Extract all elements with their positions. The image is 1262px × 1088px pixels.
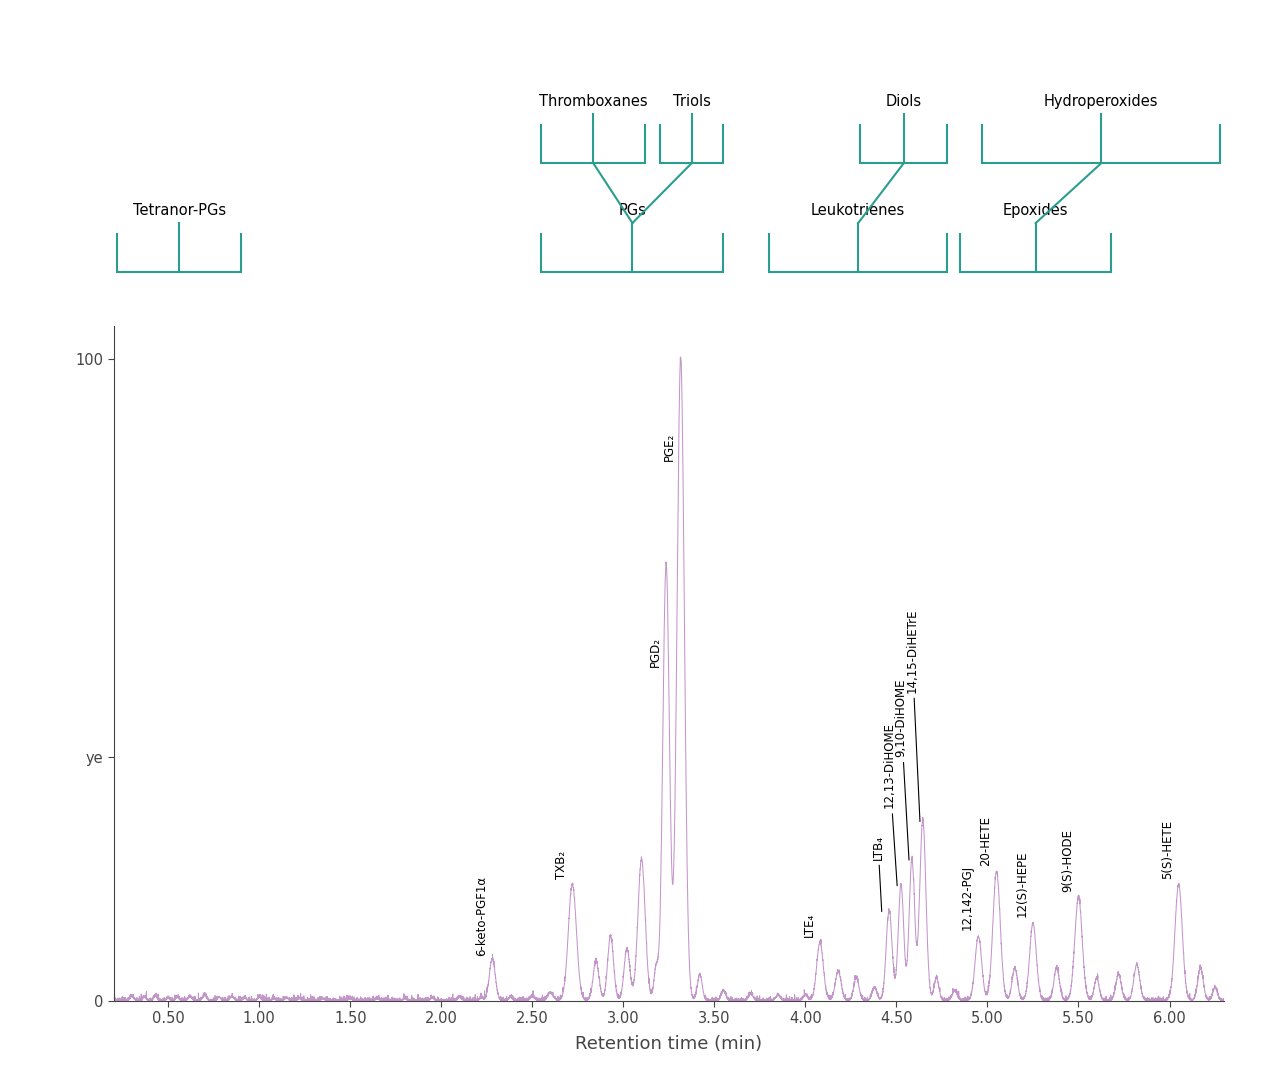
Text: PGE₂: PGE₂ <box>664 433 676 461</box>
Text: TXB₂: TXB₂ <box>555 851 568 879</box>
Text: Thromboxanes: Thromboxanes <box>539 94 647 109</box>
Text: 9(S)-HODE: 9(S)-HODE <box>1061 829 1074 892</box>
Text: 5(S)-HETE: 5(S)-HETE <box>1161 819 1174 879</box>
Text: 12(S)-HEPE: 12(S)-HEPE <box>1016 851 1029 917</box>
Text: PGs: PGs <box>618 202 646 218</box>
Text: 6-keto-PGF1α: 6-keto-PGF1α <box>475 876 488 956</box>
Text: Diols: Diols <box>886 94 921 109</box>
Text: Triols: Triols <box>673 94 711 109</box>
Text: 20-HETE: 20-HETE <box>979 816 992 866</box>
Text: Hydroperoxides: Hydroperoxides <box>1044 94 1159 109</box>
Text: 14,15-DiHETrE: 14,15-DiHETrE <box>905 608 920 821</box>
Text: 9,10-DiHOME: 9,10-DiHOME <box>895 678 909 860</box>
Text: LTB₄: LTB₄ <box>872 834 885 912</box>
Text: Leukotrienes: Leukotrienes <box>811 202 905 218</box>
Text: 12,13-DiHOME: 12,13-DiHOME <box>882 722 897 886</box>
Text: Tetranor-PGs: Tetranor-PGs <box>133 202 226 218</box>
Text: Epoxides: Epoxides <box>1003 202 1069 218</box>
Text: PGD₂: PGD₂ <box>649 636 661 667</box>
X-axis label: Retention time (min): Retention time (min) <box>575 1035 762 1053</box>
Text: 12,142-PGJ: 12,142-PGJ <box>960 865 974 930</box>
Text: LTE₄: LTE₄ <box>803 913 815 937</box>
